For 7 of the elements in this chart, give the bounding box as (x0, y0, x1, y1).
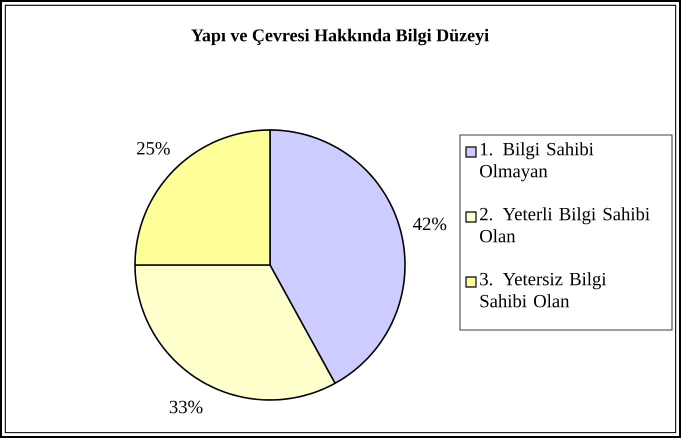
legend-label: 3. Yetersiz Bilgi Sahibi Olan (480, 272, 606, 308)
data-label: 33% (170, 400, 202, 414)
data-label: 25% (137, 142, 170, 155)
chart-title: Yapı ve Çevresi Hakkında Bilgi Düzeyi (191, 28, 489, 46)
legend-label: 2. Yeterli Bilgi Sahibi Olan (480, 207, 650, 242)
legend-label: 1. Bilgi Sahibi Olmayan (480, 142, 594, 182)
data-label: 42% (413, 218, 446, 230)
